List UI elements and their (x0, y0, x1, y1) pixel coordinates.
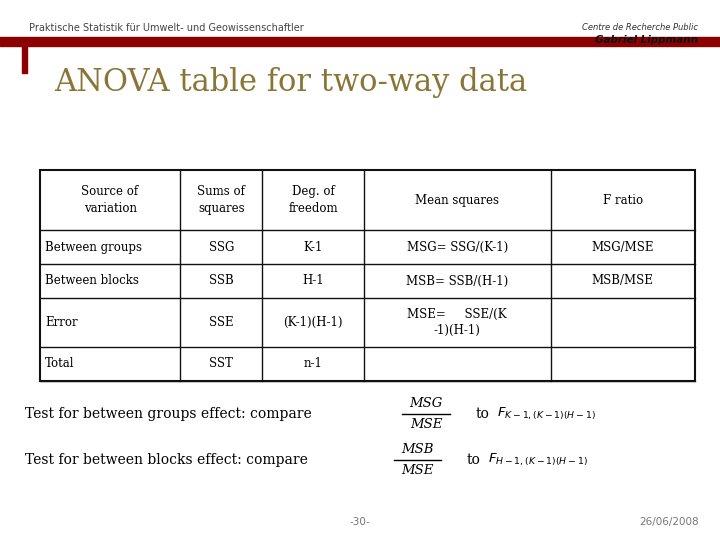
Bar (40, 170, 695, 381)
Text: to: to (475, 407, 489, 421)
Text: MSB: MSB (401, 443, 434, 456)
Text: Gabriel Lippmann: Gabriel Lippmann (595, 35, 698, 45)
Text: SSB: SSB (209, 274, 234, 287)
Text: -30-: -30- (350, 517, 370, 527)
Text: Total: Total (45, 357, 75, 370)
Text: (K-1)(H-1): (K-1)(H-1) (284, 316, 343, 329)
Text: Between groups: Between groups (45, 240, 143, 254)
Text: Mean squares: Mean squares (415, 194, 499, 207)
Bar (22, 46, 27, 73)
Text: MSG= SSG/(K-1): MSG= SSG/(K-1) (407, 240, 508, 254)
Text: ANOVA table for two-way data: ANOVA table for two-way data (54, 68, 527, 98)
Text: n-1: n-1 (304, 357, 323, 370)
Text: K-1: K-1 (303, 240, 323, 254)
Text: Source of
variation: Source of variation (81, 185, 138, 215)
Text: MSB/MSE: MSB/MSE (592, 274, 654, 287)
Text: Deg. of
freedom: Deg. of freedom (288, 185, 338, 215)
Text: MSB= SSB/(H-1): MSB= SSB/(H-1) (406, 274, 508, 287)
Text: 26/06/2008: 26/06/2008 (639, 517, 698, 527)
Text: Between blocks: Between blocks (45, 274, 139, 287)
Text: SSE: SSE (209, 316, 234, 329)
Text: to: to (467, 453, 480, 467)
Text: Error: Error (45, 316, 78, 329)
Text: Praktische Statistik für Umwelt- und Geowissenschaftler: Praktische Statistik für Umwelt- und Geo… (29, 23, 304, 33)
Text: $F_{K-1,(K-1)(H-1)}$: $F_{K-1,(K-1)(H-1)}$ (497, 406, 595, 422)
Text: MSG: MSG (410, 397, 443, 410)
Text: Test for between groups effect: compare: Test for between groups effect: compare (25, 407, 312, 421)
Text: F ratio: F ratio (603, 194, 643, 207)
Text: MSG/MSE: MSG/MSE (591, 240, 654, 254)
Text: MSE: MSE (410, 418, 442, 431)
Text: Centre de Recherche Public: Centre de Recherche Public (582, 23, 698, 32)
Text: $F_{H-1,(K-1)(H-1)}$: $F_{H-1,(K-1)(H-1)}$ (488, 452, 588, 468)
Text: MSE: MSE (402, 464, 433, 477)
Text: Sums of
squares: Sums of squares (197, 185, 246, 215)
Text: MSE=     SSE/(K
-1)(H-1): MSE= SSE/(K -1)(H-1) (408, 308, 507, 337)
Text: Test for between blocks effect: compare: Test for between blocks effect: compare (25, 453, 308, 467)
Text: SST: SST (210, 357, 233, 370)
Bar (0, 37, 720, 46)
Text: SSG: SSG (209, 240, 234, 254)
Text: H-1: H-1 (302, 274, 324, 287)
